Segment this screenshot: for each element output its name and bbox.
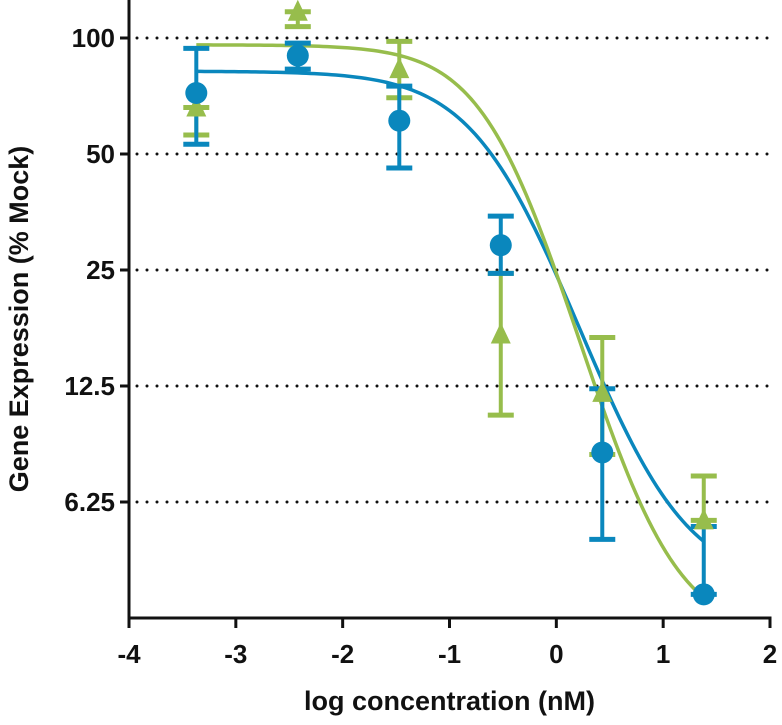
- fit-curves: [196, 43, 705, 600]
- data-point-triangle: [490, 322, 511, 344]
- x-tick-label: -3: [224, 639, 247, 669]
- x-tick-label: -1: [438, 639, 461, 669]
- data-point-triangle: [592, 380, 613, 402]
- data-markers: [185, 0, 715, 606]
- x-axis-title: log concentration (nM): [304, 686, 595, 716]
- error-bars: [183, 9, 717, 597]
- data-point-circle: [692, 583, 715, 606]
- y-axis-ticks: 100 50 25 12.5 6.25: [64, 23, 129, 517]
- fit-curve: [196, 43, 705, 600]
- x-axis-ticks: -4 -3 -2 -1 0 1 2: [117, 618, 777, 669]
- data-point-triangle: [389, 57, 410, 79]
- error-bar: [487, 270, 514, 418]
- data-point-triangle: [693, 508, 714, 530]
- x-tick-label: 1: [656, 639, 670, 669]
- error-bar: [589, 386, 616, 542]
- axes: [127, 0, 772, 620]
- data-point-circle: [591, 441, 614, 464]
- y-tick-label: 100: [72, 23, 115, 53]
- x-tick-label: -2: [331, 639, 354, 669]
- x-tick-label: 0: [549, 639, 563, 669]
- gridlines: [135, 36, 772, 504]
- fit-curve: [196, 69, 705, 543]
- x-tick-label: -4: [117, 639, 141, 669]
- data-point-triangle: [186, 95, 207, 117]
- y-tick-label: 25: [86, 255, 115, 285]
- data-point-circle: [489, 234, 512, 257]
- data-point-circle: [185, 81, 208, 104]
- y-axis-title: Gene Expression (% Mock): [4, 146, 34, 493]
- y-tick-label: 50: [86, 139, 115, 169]
- x-tick-label: 2: [763, 639, 777, 669]
- y-tick-label: 12.5: [64, 371, 115, 401]
- y-tick-label: 6.25: [64, 487, 115, 517]
- data-point-circle: [388, 109, 411, 132]
- data-point-circle: [286, 44, 309, 67]
- data-point-triangle: [287, 0, 308, 21]
